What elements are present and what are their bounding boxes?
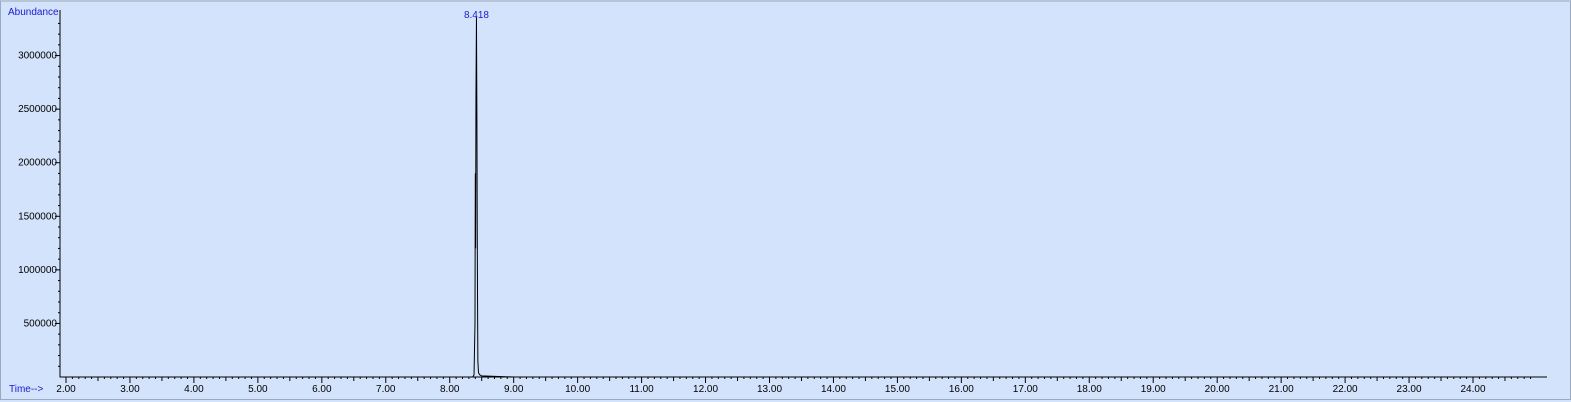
- y-tick-label: 2500000: [18, 104, 57, 115]
- axes: Abundance Time-->: [8, 7, 1547, 395]
- x-tick-label: 9.00: [504, 384, 524, 395]
- x-tick-label: 17.00: [1013, 384, 1038, 395]
- x-tick-label: 7.00: [376, 384, 396, 395]
- peak-labels: 8.418: [464, 10, 489, 21]
- x-tick-label: 13.00: [757, 384, 782, 395]
- y-tick-label: 1000000: [18, 265, 57, 276]
- y-tick-label: 1500000: [18, 211, 57, 222]
- y-axis-title: Abundance: [8, 7, 59, 18]
- series: [59, 16, 1537, 378]
- x-tick-label: 5.00: [248, 384, 268, 395]
- chromatogram-trace: [59, 16, 1537, 378]
- y-tick-label: 3000000: [18, 51, 57, 62]
- x-tick-label: 4.00: [184, 384, 204, 395]
- x-tick-label: 24.00: [1460, 384, 1485, 395]
- x-tick-label: 20.00: [1205, 384, 1230, 395]
- x-tick-label: 19.00: [1141, 384, 1166, 395]
- ticks: 2.00 3.00 4.00 5.00 6.00 7.00 8.00 9.00 10.00 11.…: [18, 22, 1532, 395]
- peak-label: 8.418: [464, 10, 489, 21]
- x-tick-label: 11.00: [629, 384, 654, 395]
- x-tick-label: 16.00: [949, 384, 974, 395]
- x-tick-label: 6.00: [312, 384, 332, 395]
- y-tick-label: 2000000: [18, 158, 57, 169]
- x-tick-label: 15.00: [885, 384, 910, 395]
- x-tick-label: 3.00: [120, 384, 140, 395]
- x-tick-label: 18.00: [1077, 384, 1102, 395]
- y-tick-label: 500000: [24, 318, 58, 329]
- x-tick-label: 14.00: [821, 384, 846, 395]
- x-tick-label: 21.00: [1269, 384, 1294, 395]
- x-tick-label: 10.00: [565, 384, 590, 395]
- x-tick-label: 23.00: [1397, 384, 1422, 395]
- x-tick-label: 12.00: [693, 384, 718, 395]
- x-tick-label: 8.00: [440, 384, 460, 395]
- x-tick-label: 2.00: [56, 384, 76, 395]
- x-tick-label: 22.00: [1333, 384, 1358, 395]
- x-axis-title: Time-->: [9, 384, 44, 395]
